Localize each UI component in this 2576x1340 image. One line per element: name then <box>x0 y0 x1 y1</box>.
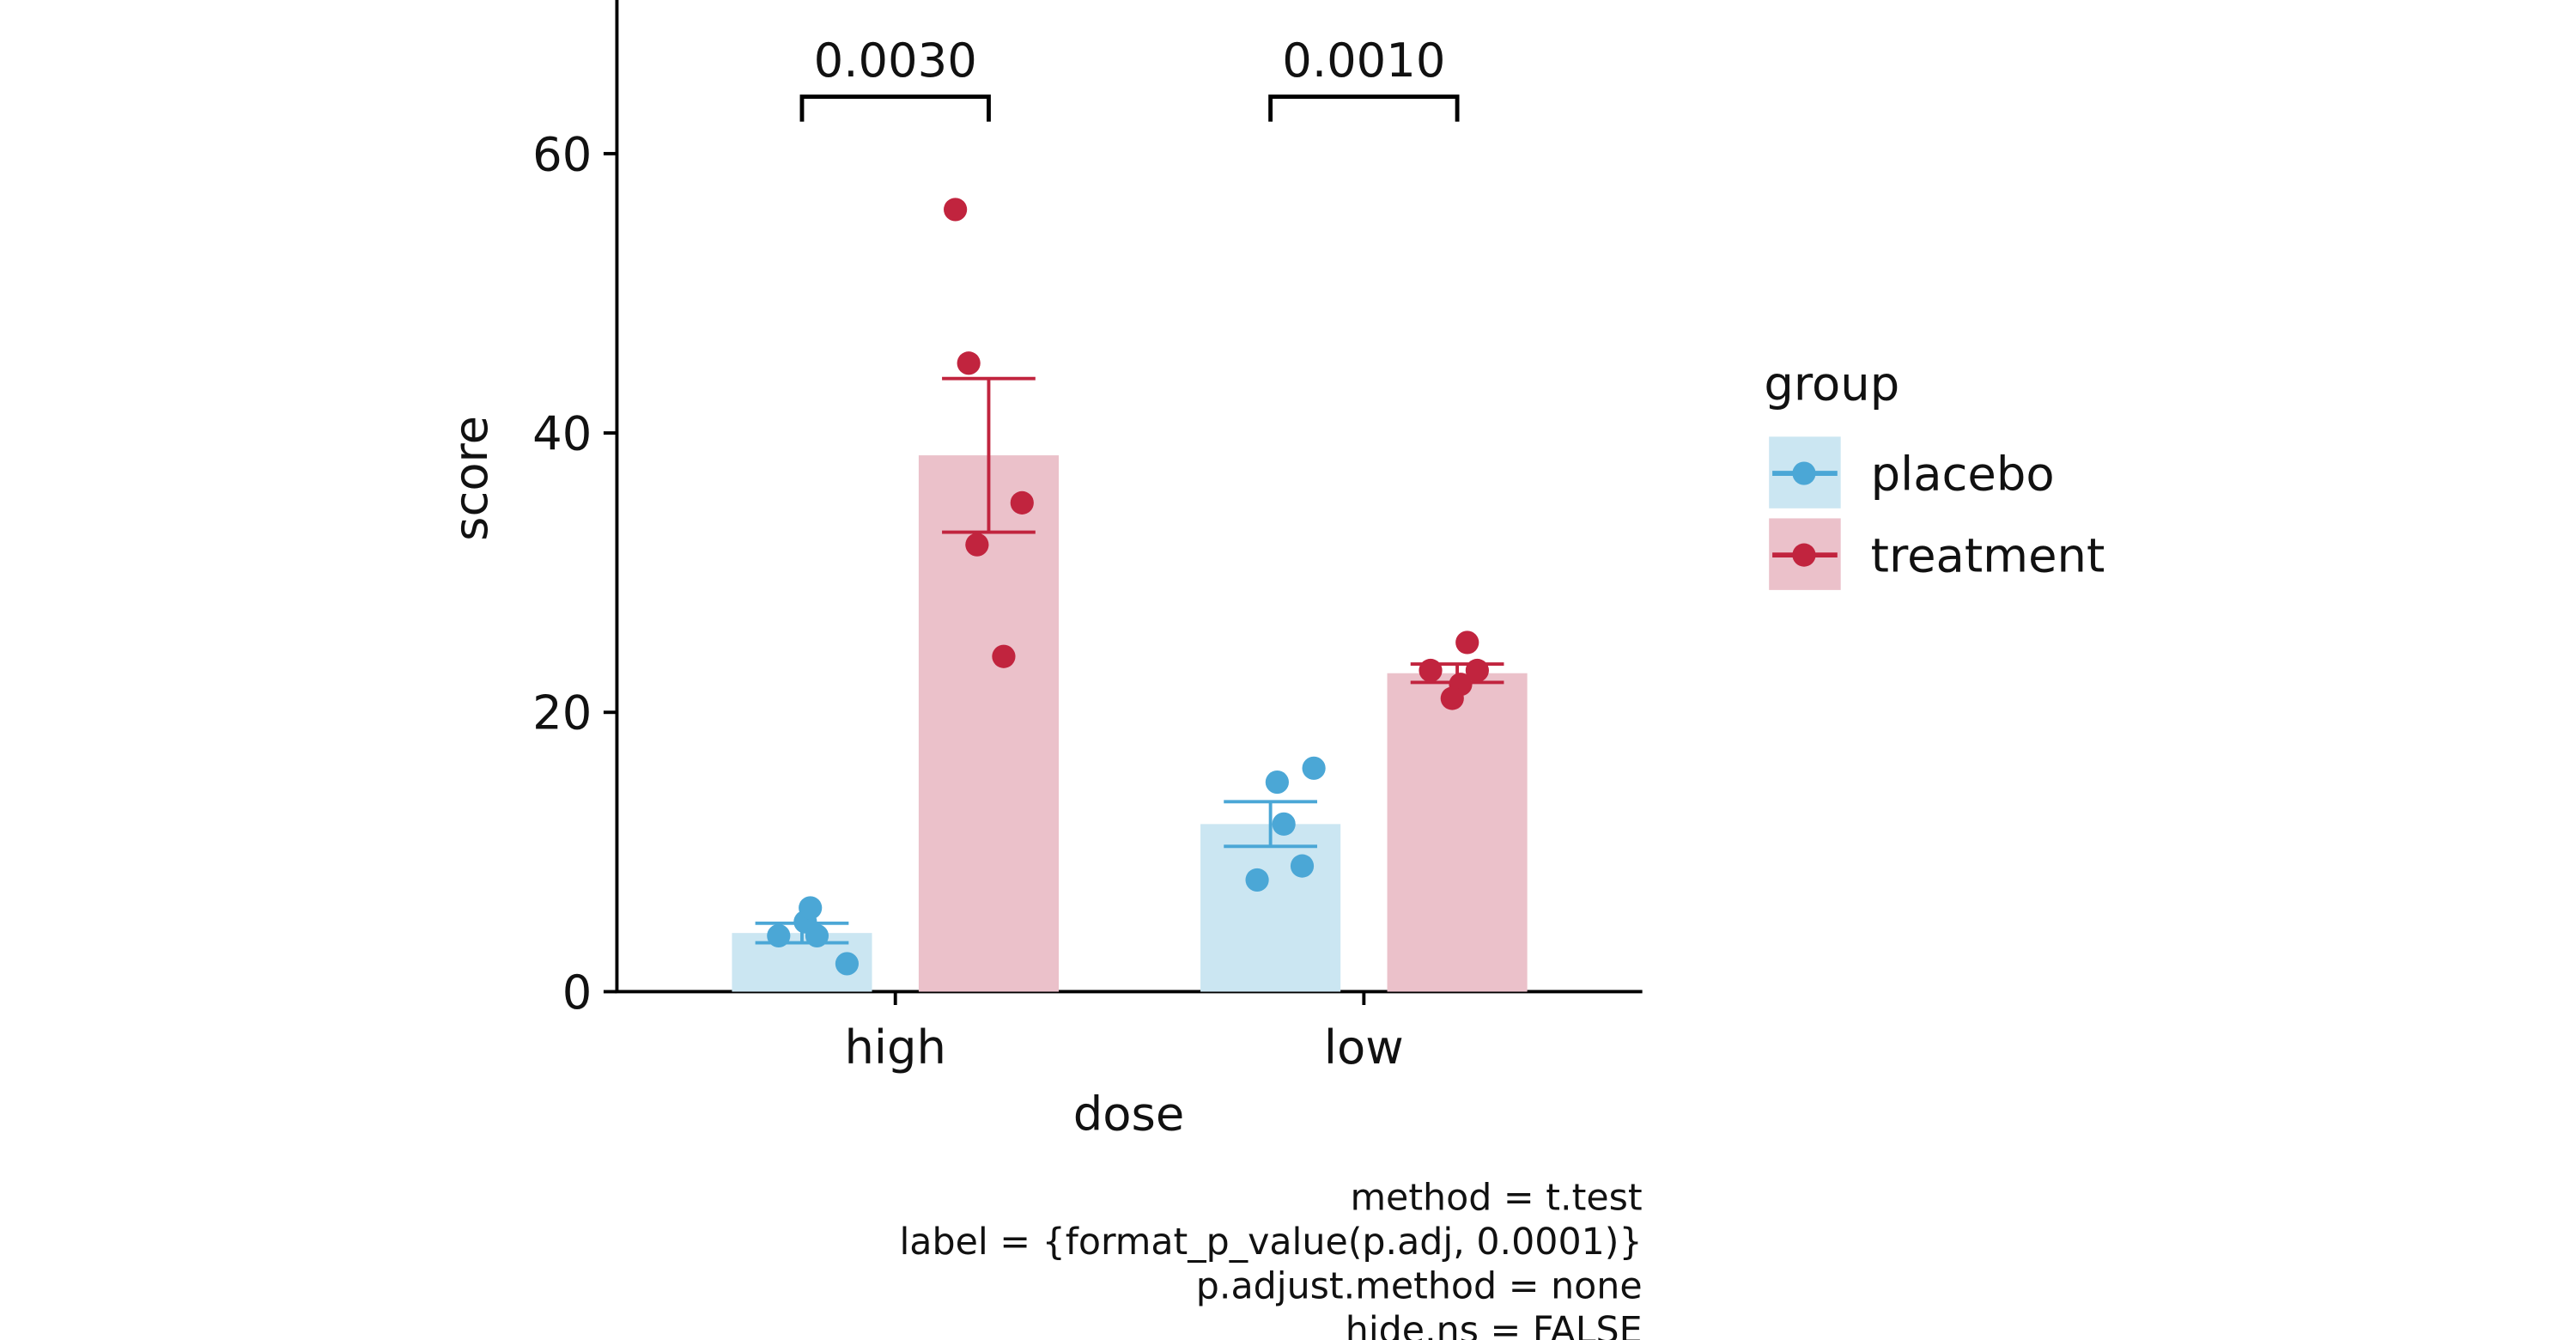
y-tick-label: 60 <box>532 127 592 181</box>
footnote: method = t.test <box>1350 1177 1642 1220</box>
data-point <box>965 533 989 557</box>
comparison-bracket <box>1268 94 1460 122</box>
data-point <box>1010 490 1034 515</box>
bar <box>1200 824 1341 992</box>
data-point <box>1440 686 1464 710</box>
data-point <box>767 923 791 948</box>
footnote: label = {format_p_value(p.adj, 0.0001)} <box>899 1221 1642 1264</box>
data-point <box>957 351 981 375</box>
data-point <box>1272 812 1296 836</box>
data-point <box>1465 658 1489 683</box>
data-point <box>835 952 859 976</box>
data-point <box>992 644 1016 668</box>
data-point <box>1455 630 1479 655</box>
data-point <box>1302 756 1326 780</box>
x-tick-label: low <box>1324 1020 1404 1075</box>
comparison-label: 0.0030 <box>814 34 977 88</box>
bar <box>918 455 1060 992</box>
legend-title: group <box>1764 357 1899 411</box>
y-tick-label: 0 <box>562 965 592 1020</box>
y-tick-label: 20 <box>532 686 592 740</box>
legend-label: treatment <box>1871 529 2105 583</box>
error-bar <box>942 376 1036 534</box>
legend-dot <box>1792 543 1816 567</box>
legend-dot <box>1792 461 1816 485</box>
footnote: hide.ns = FALSE <box>1346 1309 1643 1340</box>
data-point <box>1245 868 1269 892</box>
legend-label: placebo <box>1871 447 2055 501</box>
data-point <box>1265 770 1289 795</box>
data-point <box>1419 658 1443 683</box>
y-axis-label: score <box>444 416 498 541</box>
comparison-bracket <box>799 94 991 122</box>
y-tick-label: 40 <box>532 406 592 460</box>
x-axis-label: dose <box>1073 1087 1185 1142</box>
data-point <box>805 923 829 948</box>
error-bar <box>1224 800 1317 849</box>
data-point <box>799 896 823 920</box>
x-tick-label: high <box>844 1020 945 1075</box>
bar <box>1387 673 1528 992</box>
data-point <box>1290 854 1315 878</box>
footnote: p.adjust.method = none <box>1196 1265 1643 1308</box>
data-point <box>944 198 968 222</box>
comparison-label: 0.0010 <box>1282 34 1445 88</box>
